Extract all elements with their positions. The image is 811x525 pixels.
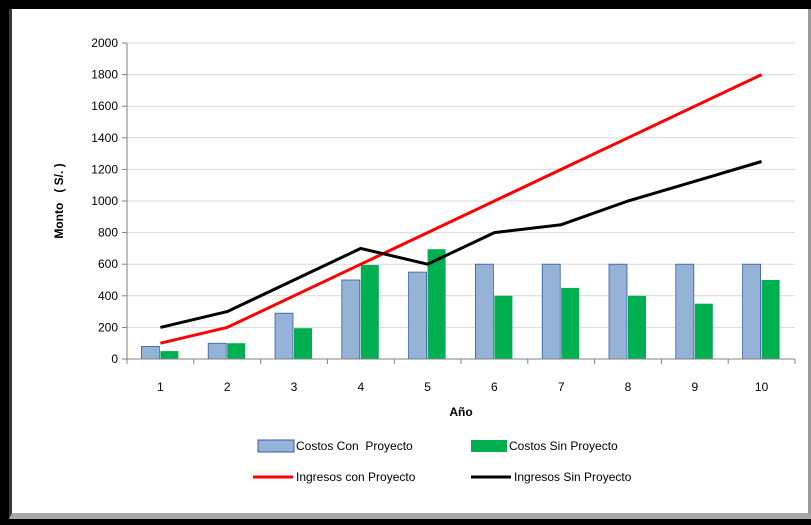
bar-costos-sin-proyecto — [160, 351, 179, 359]
x-tick-label: 1 — [157, 380, 164, 394]
y-tick-label: 1000 — [91, 194, 118, 208]
x-tick-label: 8 — [625, 380, 632, 394]
x-tick-label: 4 — [357, 380, 364, 394]
x-tick-label: 3 — [291, 380, 298, 394]
bar-costos-con-proyecto — [541, 263, 561, 360]
y-tick-label: 1200 — [91, 162, 118, 176]
legend-label: Ingresos Sin Proyecto — [514, 470, 632, 484]
x-tick-label: 9 — [691, 380, 698, 394]
legend: Costos Con Proyecto Costos Sin Proyecto In… — [253, 439, 632, 484]
bar-costos-sin-proyecto — [294, 328, 312, 359]
bar-costos-con-proyecto — [140, 345, 160, 360]
bar-costos-sin-proyecto — [360, 264, 379, 359]
bars — [140, 249, 780, 360]
axes — [126, 43, 796, 364]
legend-label: Costos Sin Proyecto — [509, 439, 618, 453]
bar-costos-con-proyecto — [742, 263, 761, 360]
y-tick-label: 1800 — [91, 68, 118, 82]
bar-costos-con-proyecto — [207, 342, 227, 360]
y-tick-label: 800 — [98, 226, 118, 240]
x-tick-label: 10 — [755, 380, 769, 394]
gridlines — [127, 42, 795, 328]
y-tick-label: 1600 — [91, 99, 118, 113]
x-axis-title: Año — [449, 405, 472, 419]
bar-costos-sin-proyecto — [427, 249, 446, 359]
x-axis-ticks: 1 2 3 4 5 6 7 8 9 10 — [157, 380, 769, 394]
bar-costos-con-proyecto — [608, 263, 628, 360]
bar-costos-con-proyecto — [675, 263, 695, 360]
bar-costos-sin-proyecto — [561, 287, 580, 359]
x-tick-label: 5 — [424, 380, 431, 394]
bar-costos-sin-proyecto — [761, 280, 780, 359]
y-tick-label: 600 — [98, 257, 118, 271]
y-tick-label: 200 — [98, 320, 118, 334]
lines — [160, 73, 763, 345]
line-ingresos-con-proyecto — [160, 73, 763, 345]
legend-label: Ingresos con Proyecto — [296, 470, 416, 484]
x-tick-label: 2 — [224, 380, 231, 394]
y-axis-title: Monto ( S/. ) — [52, 163, 66, 238]
bar-costos-con-proyecto — [408, 271, 428, 360]
legend-swatch-costos-sin-proyecto — [471, 440, 507, 452]
y-tick-label: 2000 — [91, 36, 118, 50]
bar-costos-sin-proyecto — [494, 295, 513, 359]
x-tick-label: 7 — [558, 380, 565, 394]
legend-label: Costos Con Proyecto — [296, 439, 413, 453]
y-tick-label: 400 — [98, 289, 118, 303]
bar-costos-con-proyecto — [474, 263, 494, 360]
legend-swatch-costos-con-proyecto — [257, 439, 295, 453]
line-ingresos-sin-proyecto — [160, 160, 763, 329]
bar-costos-con-proyecto — [274, 312, 294, 360]
bar-costos-sin-proyecto — [694, 303, 713, 359]
y-tick-label: 1400 — [91, 131, 118, 145]
y-tick-label: 0 — [111, 352, 118, 366]
bar-costos-sin-proyecto — [628, 295, 646, 359]
x-tick-label: 6 — [491, 380, 498, 394]
bar-costos-con-proyecto — [341, 279, 361, 360]
bar-costos-sin-proyecto — [227, 343, 246, 359]
y-axis-ticks: 0 200 400 600 800 1000 1200 1400 1600 1800 2000 — [91, 36, 127, 366]
